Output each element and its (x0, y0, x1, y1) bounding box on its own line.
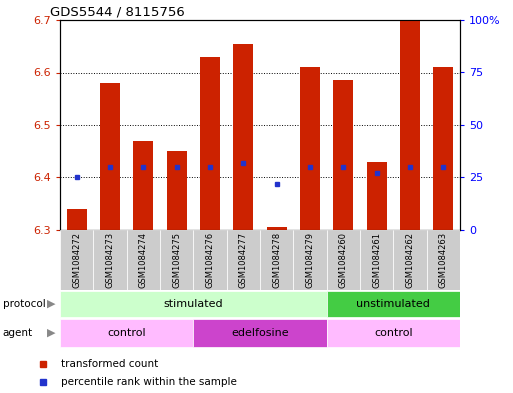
Bar (327, 230, 360, 290)
Text: GSM1084274: GSM1084274 (139, 232, 148, 288)
Bar (193, 319, 327, 347)
Text: unstimulated: unstimulated (357, 299, 430, 309)
Text: GSM1084272: GSM1084272 (72, 232, 81, 288)
Bar (267, 228, 287, 230)
Text: GSM1084262: GSM1084262 (405, 232, 415, 288)
Bar (67, 209, 87, 230)
Bar (167, 151, 187, 230)
Text: transformed count: transformed count (62, 359, 159, 369)
Bar (127, 230, 160, 290)
Text: GSM1084277: GSM1084277 (239, 232, 248, 288)
Text: GSM1084261: GSM1084261 (372, 232, 381, 288)
Text: GSM1084260: GSM1084260 (339, 232, 348, 288)
Text: GDS5544 / 8115756: GDS5544 / 8115756 (50, 5, 185, 18)
Bar (233, 44, 253, 230)
Text: stimulated: stimulated (164, 299, 223, 309)
Bar (227, 230, 260, 290)
Bar (327, 290, 460, 318)
Bar (193, 230, 227, 290)
Text: control: control (374, 328, 412, 338)
Text: GSM1084273: GSM1084273 (106, 232, 114, 288)
Bar (100, 83, 120, 230)
Bar (60, 290, 327, 318)
Bar (367, 162, 387, 230)
Bar (260, 230, 293, 290)
Text: ▶: ▶ (47, 299, 56, 309)
Bar (400, 20, 420, 230)
Bar (427, 230, 460, 290)
Text: protocol: protocol (3, 299, 45, 309)
Bar (327, 319, 460, 347)
Text: GSM1084275: GSM1084275 (172, 232, 181, 288)
Text: control: control (107, 328, 146, 338)
Bar (360, 230, 393, 290)
Bar (333, 81, 353, 230)
Text: ▶: ▶ (47, 328, 56, 338)
Text: GSM1084263: GSM1084263 (439, 232, 448, 288)
Bar (133, 141, 153, 230)
Text: percentile rank within the sample: percentile rank within the sample (62, 377, 238, 387)
Text: GSM1084276: GSM1084276 (206, 232, 214, 288)
Bar (60, 319, 193, 347)
Bar (160, 230, 193, 290)
Bar (300, 67, 320, 230)
Bar (200, 57, 220, 230)
Text: GSM1084279: GSM1084279 (306, 232, 314, 288)
Bar (433, 67, 453, 230)
Bar (293, 230, 327, 290)
Text: agent: agent (3, 328, 33, 338)
Text: edelfosine: edelfosine (231, 328, 289, 338)
Bar (60, 230, 93, 290)
Bar (393, 230, 427, 290)
Bar (93, 230, 127, 290)
Text: GSM1084278: GSM1084278 (272, 232, 281, 288)
